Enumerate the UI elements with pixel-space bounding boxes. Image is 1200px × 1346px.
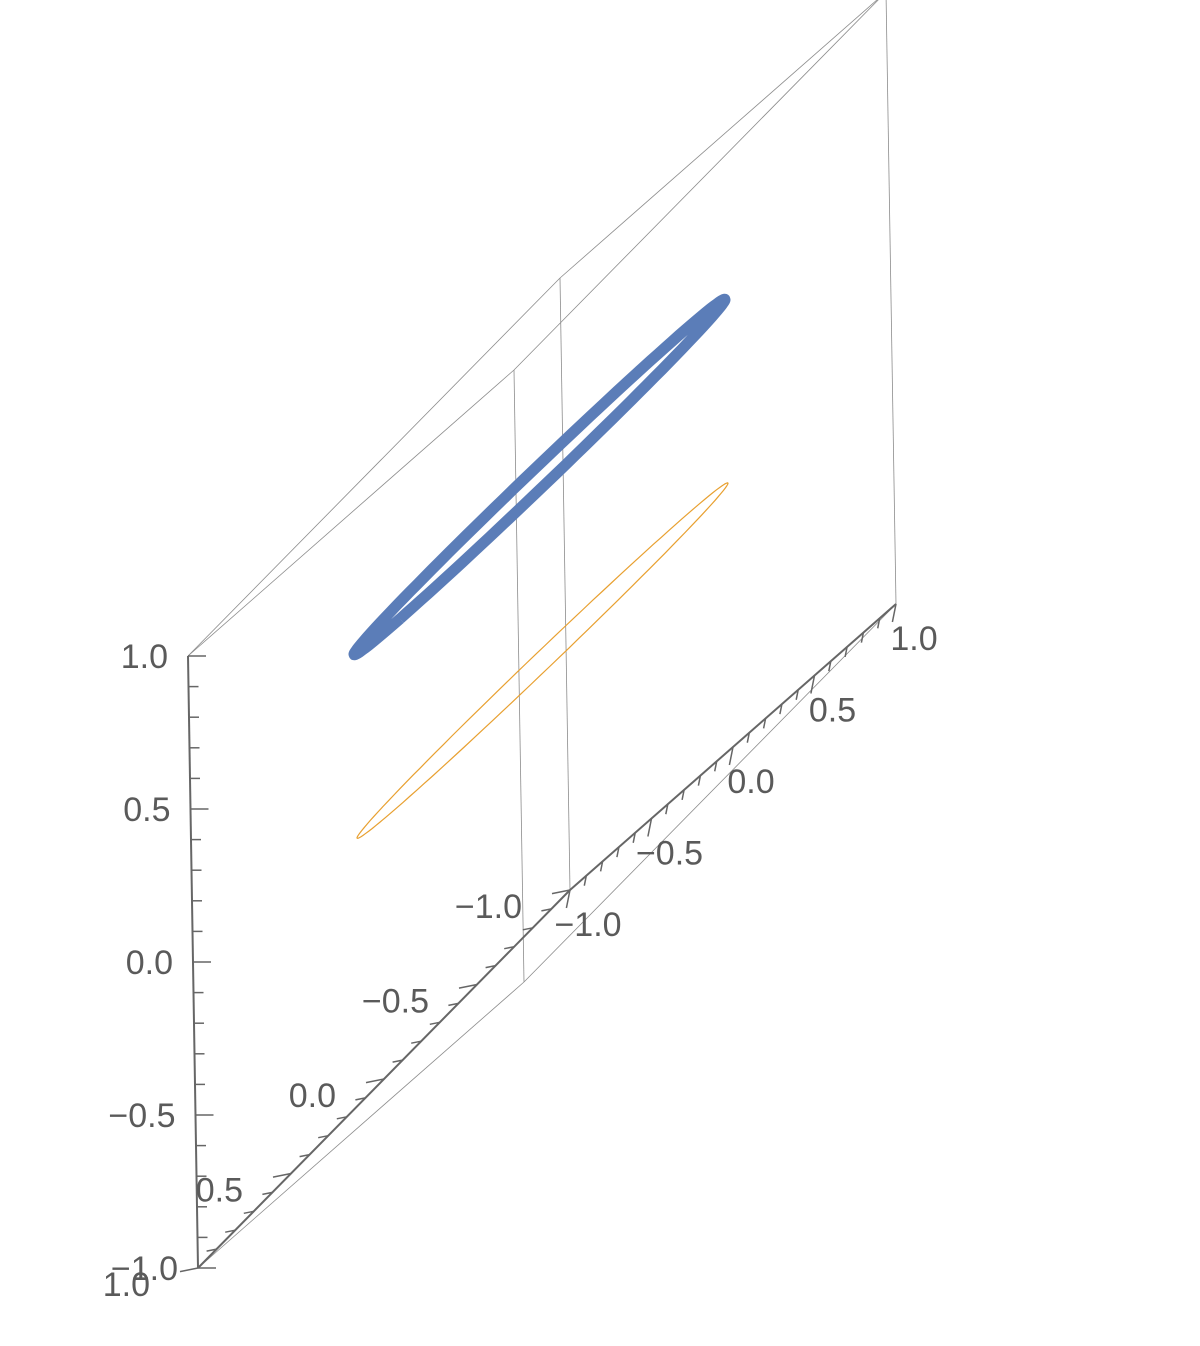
x-tick-mark: [318, 1134, 329, 1139]
series-circle-2: [356, 482, 729, 839]
x-tick-mark: [411, 1040, 422, 1044]
y-tick-mark: [828, 661, 832, 672]
x-tick-label: −0.5: [362, 983, 429, 1021]
box-edge: [187, 369, 515, 657]
y-tick-label: 0.5: [809, 692, 856, 730]
x-tick-mark: [299, 1153, 310, 1158]
box-edge: [187, 277, 561, 657]
curves: [348, 293, 731, 839]
x-tick-mark: [429, 1021, 440, 1026]
x-tick-mark: [485, 964, 496, 969]
x-tick-label: −1.0: [455, 888, 522, 926]
y-tick-label: −1.0: [554, 906, 621, 944]
x-tick-mark: [458, 983, 478, 989]
z-tick-label: −0.5: [108, 1097, 175, 1135]
y-tick-mark: [565, 889, 571, 909]
y-tick-mark: [647, 818, 653, 837]
y-tick-mark: [616, 846, 620, 858]
box-edge: [197, 981, 525, 1269]
y-tick-mark: [810, 675, 816, 694]
z-tick-label: −1.0: [111, 1250, 178, 1288]
x-tick-mark: [243, 1210, 254, 1215]
x-tick-mark: [206, 1248, 217, 1252]
y-tick-label: 0.0: [727, 763, 774, 801]
x-tick-mark: [392, 1059, 403, 1063]
y-tick-mark: [891, 603, 897, 623]
y-tick-label: −0.5: [636, 835, 703, 873]
box-edge: [523, 603, 897, 983]
y-tick-label: 1.0: [890, 620, 937, 658]
z-tick-label: 0.0: [126, 944, 173, 982]
tick-labels: −1.0−0.50.00.51.0−1.0−0.50.00.51.0−1.0−0…: [103, 620, 938, 1304]
x-tick-mark: [262, 1191, 273, 1196]
x-tick-mark: [448, 1002, 459, 1007]
y-tick-mark: [795, 689, 799, 700]
x-tick-mark: [336, 1116, 347, 1120]
y-tick-mark: [697, 775, 702, 786]
z-tick-label: 0.5: [123, 791, 170, 829]
y-tick-mark: [779, 703, 783, 715]
x-tick-mark: [504, 945, 515, 950]
y-tick-mark: [583, 875, 588, 886]
x-tick-label: 1.0: [103, 1266, 150, 1304]
x-tick-mark: [355, 1097, 366, 1101]
x-tick-mark: [225, 1229, 236, 1233]
box-edge: [885, 0, 897, 605]
x-tick-label: 0.5: [196, 1172, 243, 1210]
y-tick-mark: [665, 804, 669, 815]
y-tick-mark: [713, 761, 718, 772]
y-tick-mark: [746, 732, 751, 743]
x-tick-mark: [541, 908, 552, 912]
y-tick-mark: [681, 789, 685, 801]
y-tick-mark: [844, 646, 848, 658]
y-tick-mark: [762, 718, 767, 729]
y-tick-mark: [728, 746, 734, 766]
axes: [179, 603, 897, 1273]
box-edge: [513, 0, 879, 371]
box-edge: [559, 277, 571, 891]
y-tick-mark: [876, 618, 881, 629]
box-edge: [513, 369, 525, 983]
x-tick-mark: [522, 927, 533, 931]
x-tick-mark: [272, 1172, 292, 1178]
x-tick-label: 0.0: [289, 1077, 336, 1115]
x-tick-mark: [551, 889, 571, 895]
y-tick-mark: [860, 632, 865, 643]
y-tick-mark: [632, 832, 636, 843]
series-circle-1: [348, 293, 731, 661]
y-tick-mark: [599, 861, 604, 872]
x-tick-mark: [365, 1078, 385, 1084]
x-tick-mark: [179, 1267, 199, 1273]
box-edge: [559, 0, 878, 279]
z-tick-label: 1.0: [121, 638, 168, 676]
